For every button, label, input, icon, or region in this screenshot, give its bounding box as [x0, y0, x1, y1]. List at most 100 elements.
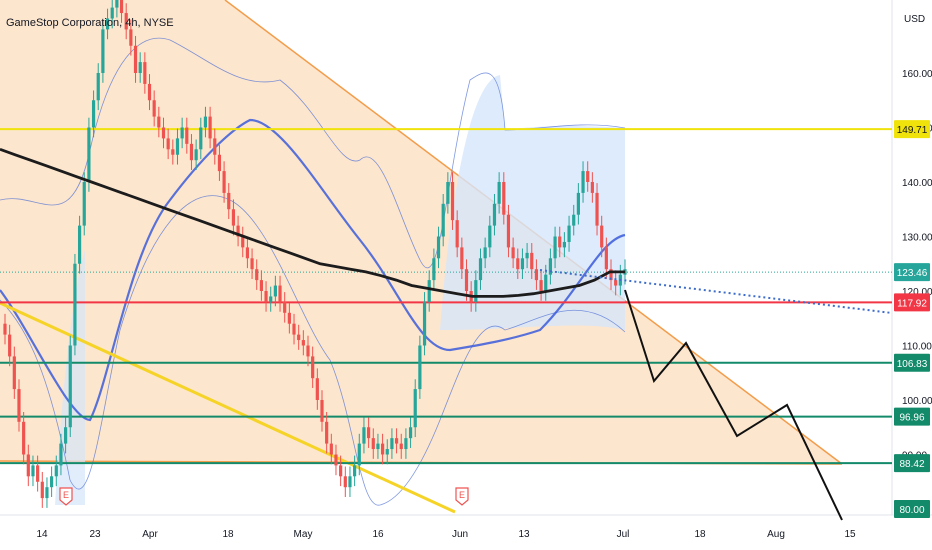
candle-body: [22, 421, 26, 455]
candle-body: [553, 236, 557, 259]
candle-body: [91, 100, 96, 128]
projection-dotted-line: [539, 269, 893, 314]
price-tag-88-42[interactable]: [894, 454, 930, 473]
candle-body: [478, 258, 483, 281]
candle-body: [492, 203, 497, 226]
candle-body: [422, 301, 427, 346]
candle-body: [73, 263, 77, 346]
candle-body: [325, 421, 329, 444]
candle-body: [367, 427, 371, 439]
candle-body: [539, 280, 543, 291]
candle-body: [287, 312, 291, 324]
candle-body: [376, 443, 380, 450]
candle-body: [110, 7, 114, 19]
candle-body: [3, 323, 7, 335]
moving-average-line: [0, 147, 625, 298]
candle-body: [143, 62, 147, 84]
candle-body: [17, 389, 21, 422]
candle-body: [241, 236, 245, 248]
candle-body: [115, 0, 119, 8]
currency-label: USD: [904, 14, 925, 25]
candle-body: [413, 389, 417, 428]
price-tag-149-71[interactable]: [894, 120, 930, 139]
candle-body: [436, 236, 441, 259]
earnings-marker-label: E: [63, 490, 69, 500]
x-tick-label: 15: [844, 529, 856, 540]
candle-body: [199, 127, 203, 150]
candle-body: [572, 214, 576, 226]
candle-body: [516, 258, 520, 270]
candle-body: [418, 345, 422, 390]
candle-body: [562, 241, 566, 248]
x-tick-label: 18: [222, 529, 234, 540]
candle-body: [357, 443, 361, 466]
candle-body: [194, 149, 198, 161]
candle-body: [269, 296, 273, 302]
candle-body: [609, 269, 613, 281]
candle-body: [82, 182, 86, 226]
candle-body: [404, 438, 408, 450]
candle-body: [450, 182, 455, 221]
x-tick-label: 16: [372, 529, 384, 540]
candle-body: [390, 438, 394, 450]
y-tick-label: 110.00: [902, 342, 932, 353]
candle-body: [101, 29, 105, 73]
candle-body: [348, 476, 352, 488]
candle-body: [311, 356, 315, 379]
earnings-marker-label: E: [459, 490, 465, 500]
candle-body: [483, 247, 487, 259]
candle-body: [455, 220, 459, 248]
candle-body: [315, 378, 319, 400]
candle-body: [138, 62, 142, 73]
candle-body: [236, 225, 240, 237]
candle-body: [213, 138, 217, 155]
earnings-marker[interactable]: [59, 487, 73, 506]
price-tag-label: 117.92: [897, 298, 927, 309]
x-tick-label: 23: [89, 529, 101, 540]
candle-body: [250, 258, 254, 270]
x-tick-label: 13: [518, 529, 530, 540]
price-tag-96-96[interactable]: [894, 407, 930, 426]
x-tick-label: Jun: [452, 529, 468, 540]
candle-body: [175, 138, 180, 155]
price-tag-106-83[interactable]: [894, 353, 930, 372]
price-tag-label: 106.83: [897, 359, 928, 370]
candle-body: [227, 192, 231, 210]
exchange-label: NYSE: [143, 17, 174, 29]
candle-body: [534, 269, 539, 281]
candle-body: [558, 236, 562, 248]
candle-body: [217, 154, 222, 172]
candle-body: [427, 280, 431, 302]
time-axis[interactable]: [0, 515, 932, 550]
candle-body: [231, 209, 236, 226]
candle-body: [497, 182, 501, 204]
candle-body: [152, 100, 156, 117]
price-tag-label: 88.42: [899, 459, 924, 470]
candle-body: [600, 225, 604, 248]
price-tag-117-92[interactable]: [894, 293, 930, 312]
candle-body: [506, 214, 511, 248]
price-tag-123-46[interactable]: [894, 263, 930, 282]
candle-body: [590, 182, 594, 193]
candle-body: [68, 345, 72, 428]
x-tick-label: Aug: [767, 529, 785, 540]
candle-body: [119, 0, 124, 14]
price-tag-label: 149.71: [897, 125, 928, 136]
price-tag-80-00[interactable]: [894, 500, 930, 518]
earnings-marker[interactable]: [455, 487, 469, 506]
candle-body: [544, 274, 548, 291]
projected-path: [624, 289, 843, 521]
candle-body: [147, 83, 152, 101]
x-tick-label: 18: [694, 529, 706, 540]
candle-body: [334, 454, 338, 466]
candle-body: [12, 356, 16, 390]
candle-body: [283, 301, 287, 313]
candle-body: [105, 18, 110, 30]
candle-body: [129, 29, 133, 46]
candle-body: [189, 143, 194, 161]
candle-body: [8, 334, 12, 357]
candle-body: [385, 449, 389, 455]
wedge-fill: [0, 0, 842, 464]
candle-body: [54, 465, 58, 477]
